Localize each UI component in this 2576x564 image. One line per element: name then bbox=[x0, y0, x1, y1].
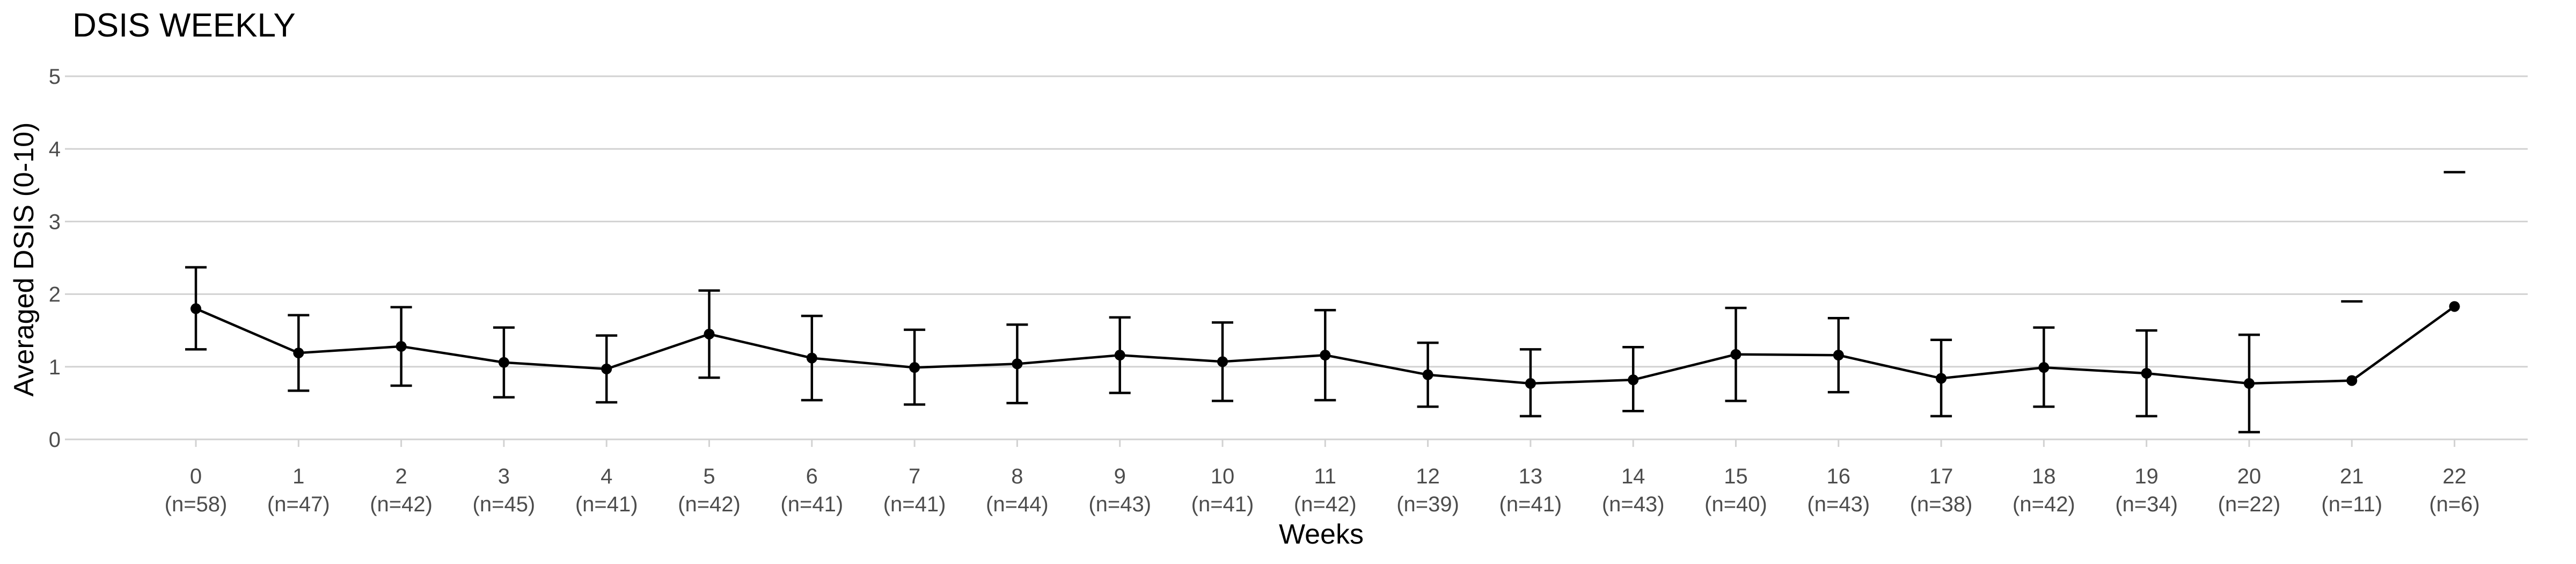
x-tick-n-label: (n=41) bbox=[1499, 493, 1562, 516]
x-tick-label: 18 bbox=[2032, 465, 2056, 488]
x-tick-n-label: (n=47) bbox=[267, 493, 330, 516]
x-tick-n-label: (n=42) bbox=[1294, 493, 1357, 516]
data-point bbox=[2449, 301, 2460, 312]
x-tick-label: 20 bbox=[2237, 465, 2262, 488]
data-point bbox=[293, 348, 304, 359]
x-tick-label: 16 bbox=[1827, 465, 1851, 488]
x-tick-label: 19 bbox=[2134, 465, 2158, 488]
data-point bbox=[396, 341, 407, 352]
y-axis-ticks: 0 1 2 3 4 5 bbox=[49, 65, 72, 452]
x-tick-n-label: (n=39) bbox=[1396, 493, 1459, 516]
x-tick-label: 22 bbox=[2442, 465, 2467, 488]
y-tick-label: 2 bbox=[49, 283, 61, 307]
x-tick-n-label: (n=38) bbox=[1910, 493, 1973, 516]
x-tick-n-label: (n=11) bbox=[2321, 493, 2382, 516]
data-point bbox=[1628, 374, 1639, 386]
x-tick-label: 2 bbox=[395, 465, 407, 488]
x-tick-label: 11 bbox=[1314, 465, 1337, 488]
x-tick-label: 9 bbox=[1114, 465, 1126, 488]
data-point bbox=[1730, 349, 1741, 360]
x-tick-label: 17 bbox=[1929, 465, 1953, 488]
x-tick-n-label: (n=40) bbox=[1704, 493, 1767, 516]
x-tick-label: 15 bbox=[1724, 465, 1748, 488]
y-tick-label: 4 bbox=[49, 138, 61, 161]
x-tick-label: 3 bbox=[498, 465, 510, 488]
x-tick-label: 6 bbox=[806, 465, 818, 488]
x-tick-n-label: (n=42) bbox=[370, 493, 433, 516]
x-axis-ticks: 0 (n=58) 1 (n=47) 2 (n=42) 3 (n=45) 4 (n=41) 5 (n=4… bbox=[165, 439, 2480, 516]
data-point bbox=[1936, 373, 1947, 384]
data-point bbox=[704, 328, 715, 339]
x-tick-label: 7 bbox=[909, 465, 920, 488]
gridlines bbox=[72, 75, 2528, 440]
data-point bbox=[1114, 350, 1125, 361]
x-tick-label: 0 bbox=[190, 465, 202, 488]
data-point bbox=[1422, 369, 1433, 380]
x-tick-label: 4 bbox=[601, 465, 612, 488]
x-tick-n-label: (n=41) bbox=[780, 493, 843, 516]
x-tick-n-label: (n=41) bbox=[1191, 493, 1254, 516]
x-tick-n-label: (n=43) bbox=[1602, 493, 1665, 516]
x-tick-n-label: (n=41) bbox=[575, 493, 638, 516]
y-tick-label: 3 bbox=[49, 210, 61, 234]
y-axis-title: Averaged DSIS (0-10) bbox=[9, 122, 40, 397]
x-tick-n-label: (n=42) bbox=[678, 493, 741, 516]
data-point bbox=[909, 362, 920, 373]
data-point bbox=[498, 357, 509, 368]
x-tick-n-label: (n=41) bbox=[883, 493, 946, 516]
data-point bbox=[1320, 350, 1331, 361]
x-tick-n-label: (n=58) bbox=[165, 493, 228, 516]
error-bars bbox=[185, 171, 2465, 433]
x-tick-label: 8 bbox=[1011, 465, 1023, 488]
x-tick-label: 12 bbox=[1416, 465, 1440, 488]
x-tick-n-label: (n=45) bbox=[473, 493, 536, 516]
x-tick-n-label: (n=22) bbox=[2218, 493, 2281, 516]
data-point bbox=[2244, 378, 2255, 389]
x-tick-label: 14 bbox=[1621, 465, 1645, 488]
x-tick-n-label: (n=34) bbox=[2115, 493, 2178, 516]
chart-title: DSIS WEEKLY bbox=[72, 7, 296, 44]
data-point bbox=[601, 363, 612, 374]
data-point bbox=[191, 303, 201, 314]
data-point bbox=[1525, 378, 1536, 389]
x-tick-label: 1 bbox=[292, 465, 304, 488]
x-tick-label: 13 bbox=[1519, 465, 1543, 488]
y-tick-label: 0 bbox=[49, 428, 61, 452]
y-tick-label: 5 bbox=[49, 65, 61, 89]
data-point bbox=[2141, 367, 2152, 379]
data-point bbox=[2346, 375, 2358, 386]
data-points bbox=[191, 301, 2460, 389]
data-point bbox=[1833, 350, 1844, 361]
data-point bbox=[806, 352, 817, 364]
x-tick-n-label: (n=43) bbox=[1088, 493, 1151, 516]
data-point bbox=[1012, 358, 1023, 370]
x-tick-n-label: (n=6) bbox=[2429, 493, 2480, 516]
x-tick-label: 10 bbox=[1211, 465, 1235, 488]
x-tick-label: 5 bbox=[703, 465, 715, 488]
x-tick-label: 21 bbox=[2340, 465, 2364, 488]
x-tick-n-label: (n=43) bbox=[1807, 493, 1870, 516]
x-axis-title: Weeks bbox=[1279, 519, 1364, 550]
data-point bbox=[2038, 362, 2050, 373]
x-tick-n-label: (n=44) bbox=[986, 493, 1049, 516]
x-tick-n-label: (n=42) bbox=[2012, 493, 2075, 516]
data-point bbox=[1217, 356, 1228, 367]
y-tick-label: 1 bbox=[49, 356, 61, 379]
